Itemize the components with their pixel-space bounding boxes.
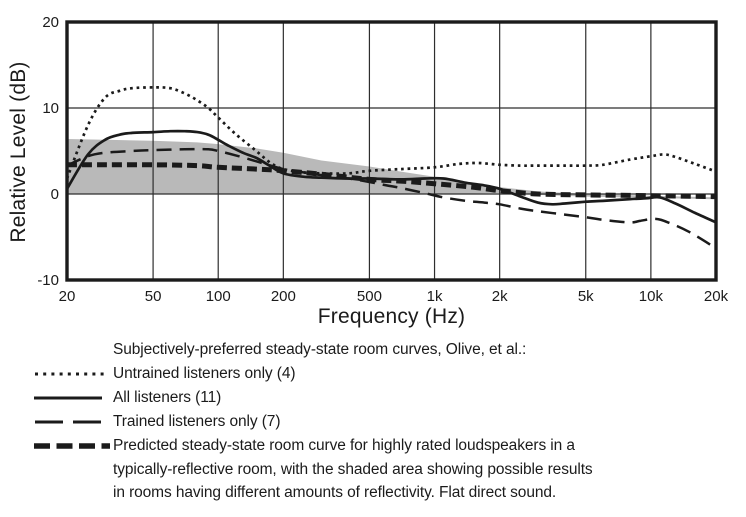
legend-item-untrained: Untrained listeners only (4) — [0, 362, 746, 386]
x-axis-title: Frequency (Hz) — [317, 305, 466, 328]
legend-label-predicted-line1: Predicted steady-state room curve for hi… — [113, 437, 575, 454]
y-tick-label-0: 0 — [51, 186, 59, 203]
curve-heavy-dash — [66, 162, 717, 200]
legend-item-trained: Trained listeners only (7) — [0, 410, 746, 434]
legend-label-predicted-line2: typically-reflective room, with the shad… — [113, 460, 593, 478]
x-tick-label-2k: 2k — [492, 288, 508, 305]
legend-label-trained: Trained listeners only (7) — [113, 413, 281, 430]
y-tick-label--10: -10 — [37, 272, 59, 289]
x-tick-label-20k: 20k — [704, 288, 729, 305]
solid-line-swatch-icon — [34, 396, 102, 400]
curve-dotted — [65, 86, 717, 179]
long-dash-line-swatch-icon — [35, 420, 108, 424]
dotted-line-swatch-icon — [35, 372, 108, 376]
chart-legend: Subjectively-preferred steady-state room… — [0, 338, 746, 505]
legend-item-all-listeners: All listeners (11) — [0, 386, 746, 410]
x-tick-label-10k: 10k — [639, 288, 664, 305]
x-tick-label-200: 200 — [271, 288, 296, 305]
plot-border — [65, 20, 718, 282]
x-tick-label-5k: 5k — [578, 288, 594, 305]
legend-item-predicted: Predicted steady-state room curve for hi… — [0, 434, 746, 505]
legend-heading: Subjectively-preferred steady-state room… — [113, 341, 527, 358]
legend-label-predicted: Predicted steady-state room curve for hi… — [113, 434, 593, 505]
x-tick-label-1k: 1k — [427, 288, 443, 305]
y-tick-label-20: 20 — [42, 14, 59, 31]
y-tick-label-10: 10 — [42, 100, 59, 117]
legend-label-predicted-line3: in rooms having different amounts of ref… — [113, 484, 557, 501]
x-tick-label-50: 50 — [145, 288, 162, 305]
shaded-reflectivity-band — [67, 139, 716, 200]
x-tick-label-500: 500 — [357, 288, 382, 305]
x-tick-label-100: 100 — [206, 288, 231, 305]
room-curves-chart: 20 50 100 200 500 1k 2k 5k 10k 20k 20 10 0 -10 Relati… — [7, 14, 729, 328]
heavy-dash-line-swatch-icon — [34, 443, 110, 449]
x-tick-label-20: 20 — [59, 288, 76, 305]
legend-label-untrained: Untrained listeners only (4) — [113, 365, 296, 382]
curve-long-dash — [66, 147, 717, 250]
legend-label-all-listeners: All listeners (11) — [113, 389, 222, 406]
y-axis-title: Relative Level (dB) — [7, 61, 30, 243]
